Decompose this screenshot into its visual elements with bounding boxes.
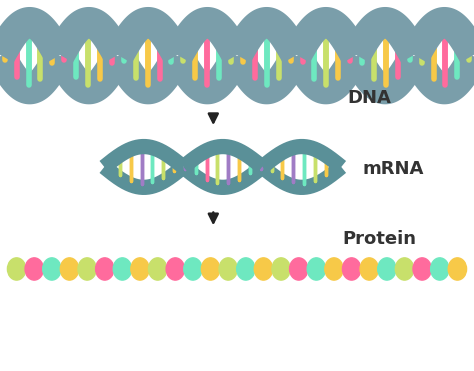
Ellipse shape — [113, 258, 132, 280]
Ellipse shape — [148, 258, 167, 280]
Ellipse shape — [448, 258, 466, 280]
Ellipse shape — [342, 258, 361, 280]
Text: Protein: Protein — [342, 230, 416, 248]
Ellipse shape — [131, 258, 149, 280]
Ellipse shape — [60, 258, 79, 280]
Ellipse shape — [43, 258, 61, 280]
Text: DNA: DNA — [348, 89, 392, 107]
Ellipse shape — [290, 258, 308, 280]
Ellipse shape — [96, 258, 114, 280]
Ellipse shape — [25, 258, 44, 280]
Ellipse shape — [272, 258, 290, 280]
Ellipse shape — [166, 258, 184, 280]
Ellipse shape — [360, 258, 378, 280]
Ellipse shape — [184, 258, 202, 280]
Ellipse shape — [395, 258, 414, 280]
Ellipse shape — [219, 258, 237, 280]
Ellipse shape — [237, 258, 255, 280]
Ellipse shape — [325, 258, 343, 280]
Ellipse shape — [8, 258, 26, 280]
Ellipse shape — [378, 258, 396, 280]
Ellipse shape — [254, 258, 273, 280]
Text: mRNA: mRNA — [363, 160, 424, 178]
Ellipse shape — [413, 258, 431, 280]
Ellipse shape — [430, 258, 449, 280]
Ellipse shape — [78, 258, 96, 280]
Ellipse shape — [201, 258, 220, 280]
Ellipse shape — [307, 258, 326, 280]
